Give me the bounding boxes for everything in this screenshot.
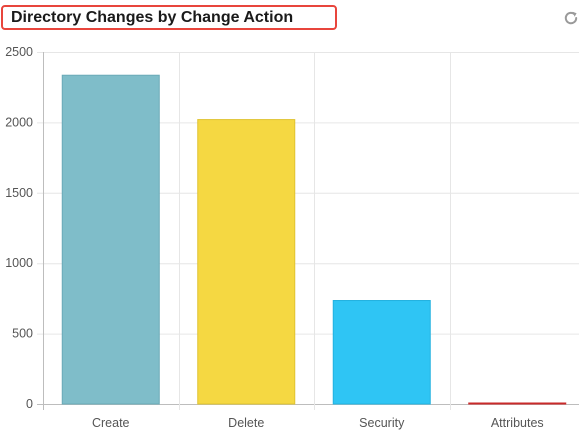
- x-tick-label-security: Security: [359, 416, 405, 430]
- y-tick-label-1000: 1000: [5, 256, 33, 270]
- bar-create: [61, 74, 160, 405]
- y-tick-label-1500: 1500: [5, 186, 33, 200]
- x-tick-label-delete: Delete: [228, 416, 264, 430]
- y-tick-label-500: 500: [12, 327, 33, 341]
- x-tick-label-attributes: Attributes: [491, 416, 544, 430]
- bar-security: [332, 300, 431, 405]
- widget-title: Directory Changes by Change Action: [11, 8, 294, 26]
- widget-title-box: Directory Changes by Change Action: [1, 5, 337, 30]
- x-tick-label-create: Create: [92, 416, 130, 430]
- bar-delete: [197, 119, 296, 405]
- y-tick-label-2000: 2000: [5, 115, 33, 129]
- refresh-icon[interactable]: [563, 10, 579, 26]
- y-tick-label-0: 0: [26, 397, 33, 411]
- bar-attributes: [468, 402, 567, 405]
- y-tick-label-2500: 2500: [5, 45, 33, 59]
